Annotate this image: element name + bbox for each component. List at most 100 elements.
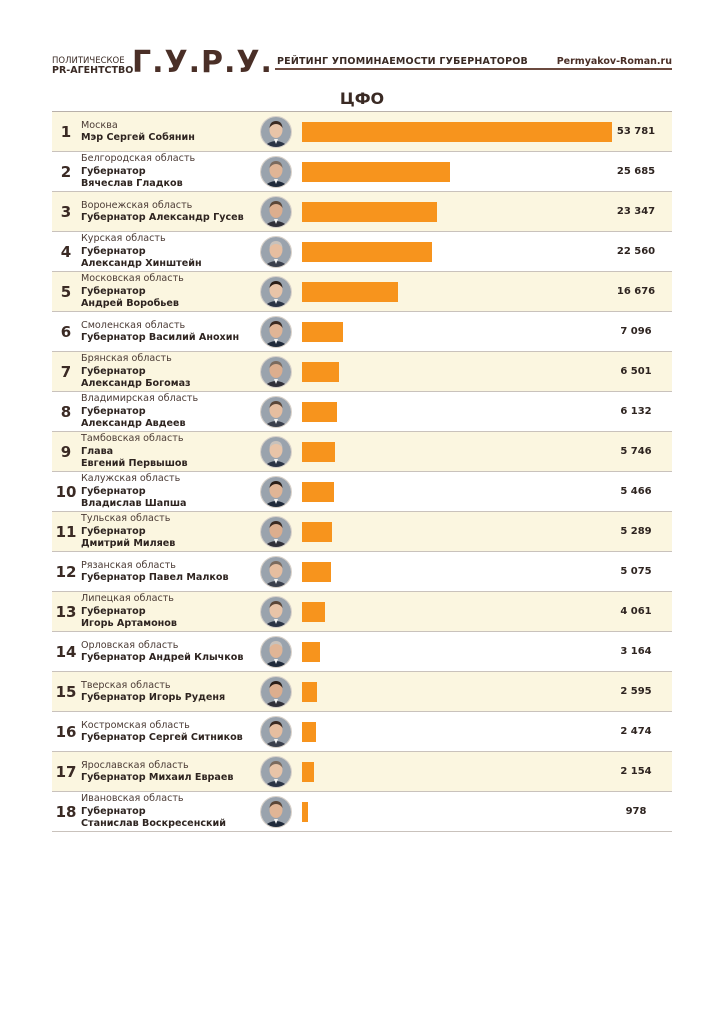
value-bar (302, 442, 336, 462)
governor-info: Воронежская область Губернатор Александр … (81, 192, 259, 232)
table-row: 2 Белгородская область Губернатор Вячеслав … (52, 152, 672, 192)
governor-photo (260, 236, 292, 268)
governor-title-line: Губернатор (81, 245, 146, 257)
table-row: 6 Смоленская область Губернатор Василий Ан… (52, 312, 672, 352)
region-name: Курская область (81, 233, 166, 245)
governor-info: Курская область Губернатор Александр Хиншт… (81, 232, 259, 272)
governor-info: Ярославская область Губернатор Михаил Евр… (81, 752, 259, 792)
value-bar (302, 802, 308, 822)
governor-title-line: Дмитрий Миляев (81, 538, 176, 550)
rank-number: 1 (60, 123, 72, 141)
agency-line-1: ПОЛИТИЧЕСКОЕ (52, 56, 125, 66)
table-row: 13 Липецкая область Губернатор Игорь Артамо… (52, 592, 672, 632)
value-label: 23 347 (616, 206, 656, 217)
governor-title-line: Станислав Воскресенский (81, 818, 226, 830)
value-bar (302, 122, 612, 142)
region-name: Брянская область (81, 353, 172, 365)
governor-info: Тверская область Губернатор Игорь Руденя (81, 672, 259, 712)
governor-title-line: Александр Хинштейн (81, 258, 202, 270)
value-label: 978 (625, 806, 647, 817)
governor-title-line: Губернатор Андрей Клычков (81, 652, 244, 663)
governor-info: Москва Мэр Сергей Собянин (81, 112, 259, 152)
governor-info: Липецкая область Губернатор Игорь Артамоно… (81, 592, 259, 632)
governor-info: Рязанская область Губернатор Павел Малков (81, 552, 259, 592)
governor-info: Владимирская область Губернатор Александр … (81, 392, 259, 432)
rating-title: РЕЙТИНГ УПОМИНАЕМОСТИ ГУБЕРНАТОРОВ (277, 56, 528, 67)
governor-title-line: Губернатор Игорь Руденя (81, 692, 226, 703)
value-label: 16 676 (616, 286, 656, 297)
value-bar (302, 322, 343, 342)
value-bar (302, 162, 451, 182)
table-row: 7 Брянская область Губернатор Александр Бог… (52, 352, 672, 392)
value-bar (302, 482, 334, 502)
governor-photo (260, 476, 292, 508)
region-name: Рязанская область (81, 559, 176, 571)
table-row: 17 Ярославская область Губернатор Михаил Е… (52, 752, 672, 792)
value-label: 6 501 (620, 366, 652, 377)
value-bar (302, 722, 317, 742)
value-label: 2 154 (620, 766, 652, 777)
governor-info: Орловская область Губернатор Андрей Клычк… (81, 632, 259, 672)
rank-number: 2 (60, 163, 72, 181)
value-bar (302, 562, 332, 582)
rank-number: 3 (60, 203, 72, 221)
table-row: 11 Тульская область Губернатор Дмитрий Миля… (52, 512, 672, 552)
governor-info: Калужская область Губернатор Владислав Шап… (81, 472, 259, 512)
governor-title-line: Александр Богомаз (81, 378, 191, 390)
governor-info: Тульская область Губернатор Дмитрий Миляев (81, 512, 259, 552)
governor-title-line: Губернатор Михаил Евраев (81, 772, 234, 783)
governor-photo (260, 756, 292, 788)
governor-title-line: Губернатор Александр Гусев (81, 212, 244, 223)
governor-title-line: Губернатор (81, 285, 146, 297)
region-name: Воронежская область (81, 199, 193, 211)
governor-photo (260, 636, 292, 668)
governor-photo (260, 356, 292, 388)
region-name: Орловская область (81, 639, 179, 651)
rank-number: 5 (60, 283, 72, 301)
value-label: 5 289 (620, 526, 652, 537)
governor-photo (260, 116, 292, 148)
region-name: Ярославская область (81, 759, 189, 771)
value-label: 5 746 (620, 446, 652, 457)
value-bar (302, 762, 315, 782)
rank-number: 4 (60, 243, 72, 261)
rank-number: 12 (55, 563, 77, 581)
governor-photo (260, 556, 292, 588)
rank-number: 17 (55, 763, 77, 781)
governor-title-line: Владислав Шапша (81, 498, 187, 510)
governor-title-line: Губернатор Сергей Ситников (81, 732, 243, 743)
region-name: Московская область (81, 273, 184, 285)
rank-number: 8 (60, 403, 72, 421)
table-row: 18 Ивановская область Губернатор Станислав … (52, 792, 672, 832)
governor-title-line: Губернатор (81, 485, 146, 497)
value-bar (302, 242, 433, 262)
table-row: 9 Тамбовская область Глава Евгений Первышов… (52, 432, 672, 472)
rank-number: 7 (60, 363, 72, 381)
governor-photo (260, 596, 292, 628)
value-label: 6 132 (620, 406, 652, 417)
governor-photo (260, 796, 292, 828)
governor-title-line: Игорь Артамонов (81, 618, 177, 630)
rank-number: 18 (55, 803, 77, 821)
value-label: 4 061 (620, 606, 652, 617)
governor-title-line: Мэр Сергей Собянин (81, 132, 195, 143)
governor-title-line: Губернатор (81, 165, 146, 177)
rank-number: 9 (60, 443, 72, 461)
governor-title-line: Губернатор (81, 365, 146, 377)
table-row: 1 Москва Мэр Сергей Собянин 53 781 (52, 112, 672, 152)
rank-number: 14 (55, 643, 77, 661)
rating-table: 1 Москва Мэр Сергей Собянин 53 781 2 Белгород… (52, 111, 672, 832)
governor-photo (260, 716, 292, 748)
governor-info: Смоленская область Губернатор Василий Ано… (81, 312, 259, 352)
governor-photo (260, 396, 292, 428)
site-link[interactable]: Permyakov-Roman.ru (556, 56, 672, 67)
region-name: Тульская область (81, 513, 171, 525)
governor-title-line: Губернатор Василий Анохин (81, 332, 240, 343)
value-bar (302, 522, 333, 542)
region-name: Липецкая область (81, 593, 174, 605)
governor-title-line: Евгений Первышов (81, 458, 188, 470)
value-label: 7 096 (620, 326, 652, 337)
governor-title-line: Вячеслав Гладков (81, 178, 183, 190)
header: ПОЛИТИЧЕСКОЕ PR-АГЕНТСТВО Г.У.Р.У. РЕЙТИ… (52, 46, 672, 80)
value-bar (302, 362, 340, 382)
